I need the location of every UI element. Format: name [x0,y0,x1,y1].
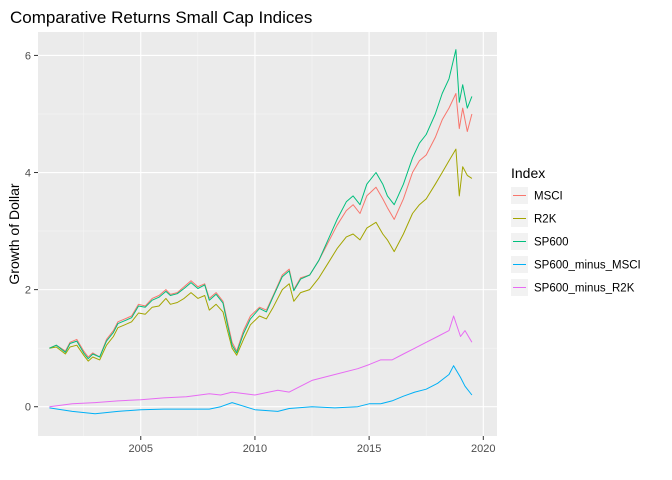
plot-panel [38,32,497,436]
x-tick-label: 2005 [129,443,153,455]
series-line-sp600-minus-r2k [49,315,473,408]
legend: Index MSCI R2K SP600 SP600_minus_MSCI SP600_… [511,165,641,296]
legend-label: SP600 [534,237,569,249]
x-axis-ticks: 2005 2010 2015 2020 [129,436,496,455]
series-line-r2k [49,148,473,362]
x-tick-label: 2020 [471,443,495,455]
series-line-sp600-minus-msci [49,365,473,415]
x-tick-label: 2010 [243,443,267,455]
x-tick-label: 2015 [357,443,381,455]
chart-title: Comparative Returns Small Cap Indices [10,8,312,27]
series-lines [49,49,473,415]
legend-item: R2K [511,210,557,227]
legend-label: MSCI [534,191,563,203]
series-line-msci [49,93,473,358]
minor-gridlines [38,32,497,436]
legend-label: SP600_minus_R2K [534,283,635,295]
y-tick-label: 2 [25,285,31,297]
legend-label: SP600_minus_MSCI [534,260,641,272]
series-line-sp600 [49,49,473,360]
legend-label: R2K [534,214,557,226]
legend-item: SP600_minus_R2K [511,279,635,296]
y-axis-ticks: 0 2 4 6 [25,50,38,414]
legend-item: SP600 [511,233,569,250]
y-tick-label: 4 [25,168,31,180]
y-axis-title: Growth of Dollar [6,183,22,284]
major-gridlines [38,32,497,436]
legend-title: Index [511,165,545,181]
legend-item: MSCI [511,187,563,204]
y-tick-label: 0 [25,402,31,414]
legend-item: SP600_minus_MSCI [511,256,641,273]
y-tick-label: 6 [25,50,31,62]
